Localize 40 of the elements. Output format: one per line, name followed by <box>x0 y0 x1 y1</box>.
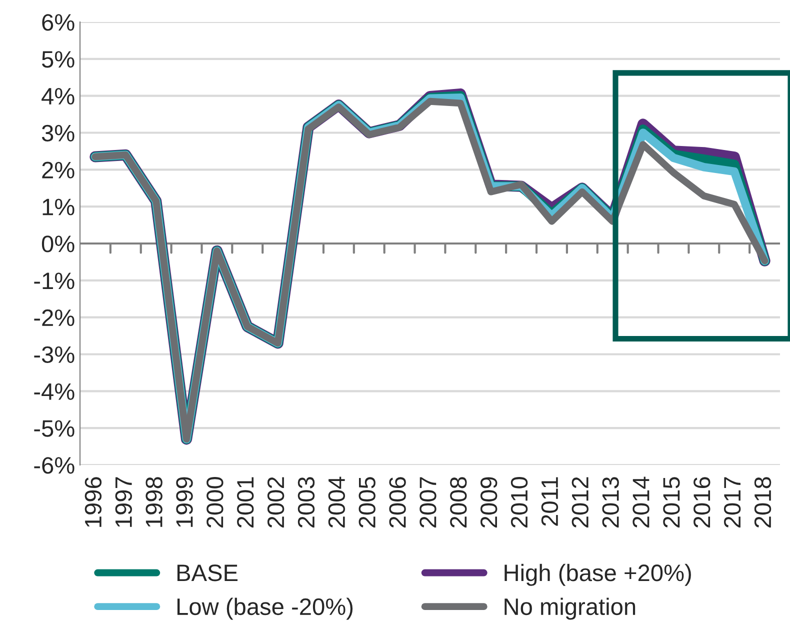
y-tick-label: 3% <box>42 124 74 142</box>
x-tick-label: 2006 <box>389 477 406 528</box>
x-tick-label: 2015 <box>663 477 680 528</box>
y-tick-label: 1% <box>42 198 74 216</box>
y-tick-label: 4% <box>42 88 74 105</box>
x-tick-label: 1998 <box>146 477 162 527</box>
x-tick-label: 2005 <box>358 477 376 528</box>
y-tick-label: -6% <box>34 457 74 474</box>
x-tick-label: 2009 <box>480 477 498 528</box>
y-tick-label: -3% <box>34 346 74 364</box>
legend-label: BASE <box>177 564 238 582</box>
y-tick-label: -4% <box>34 383 74 400</box>
x-tick-label: 2017 <box>724 477 741 528</box>
x-tick-label: 2007 <box>420 477 436 528</box>
x-tick-label: 1996 <box>84 477 102 527</box>
x-tick-label: 1997 <box>115 477 132 527</box>
y-tick-label: -5% <box>34 420 74 437</box>
x-tick-label: 2002 <box>267 477 284 528</box>
legend-label: High (base +20%) <box>504 564 691 586</box>
x-tick-label: 1999 <box>176 477 193 527</box>
legend-label: Low (base -20%) <box>177 598 353 620</box>
x-tick-label: 2012 <box>572 477 589 528</box>
x-tick-label: 2010 <box>510 477 528 528</box>
y-tick-label: 5% <box>42 51 74 68</box>
y-tick-label: -2% <box>34 309 74 326</box>
x-tick-label: 2013 <box>602 477 619 528</box>
x-tick-label: 2004 <box>328 476 346 528</box>
y-tick-label: 2% <box>42 162 74 178</box>
x-tick-label: 2011 <box>541 477 558 526</box>
x-tick-label: 2001 <box>237 477 254 528</box>
x-tick-label: 2003 <box>298 477 315 528</box>
y-tick-label: 0% <box>42 236 74 252</box>
x-tick-label: 2000 <box>206 477 224 528</box>
x-tick-label: 2014 <box>632 476 650 528</box>
legend-label: No migration <box>504 598 636 620</box>
x-tick-label: 2016 <box>694 477 710 528</box>
x-tick-label: 2008 <box>450 477 467 528</box>
x-tick-label: 2018 <box>754 477 772 528</box>
y-tick-label: -1% <box>34 272 74 290</box>
y-tick-label: 6% <box>42 14 74 31</box>
